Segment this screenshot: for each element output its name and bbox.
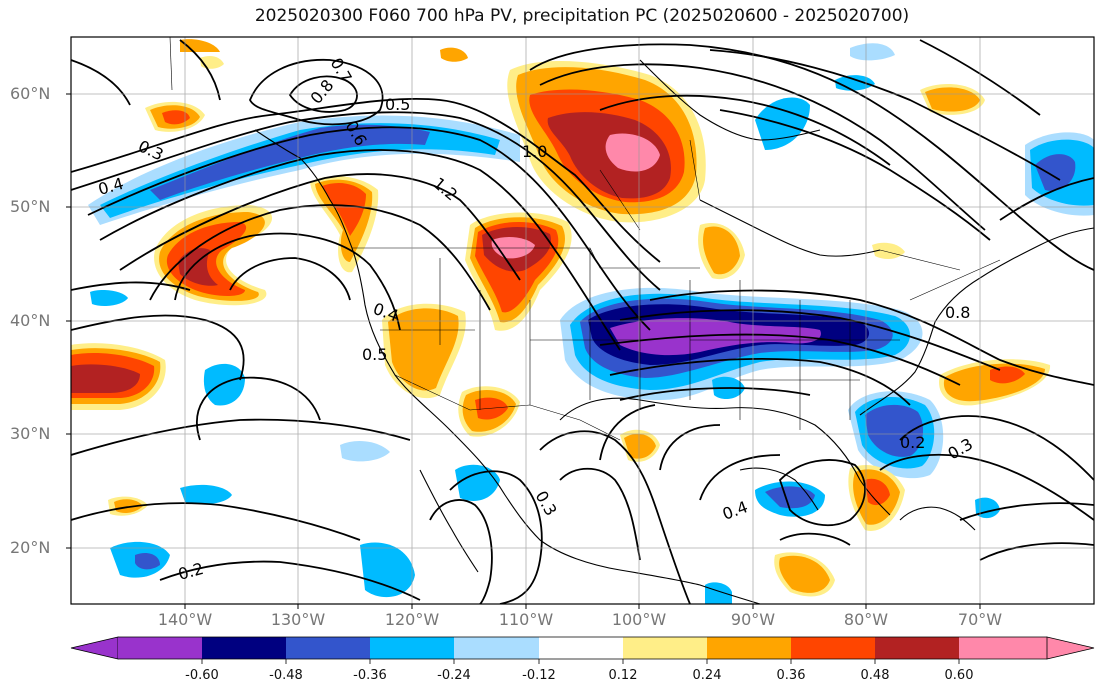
colorbar-tick-label: -0.12 [522, 668, 556, 683]
colorbar-extend-high [1046, 636, 1095, 660]
border-layer [169, 37, 1001, 441]
colorbar-tick-label: -0.48 [269, 668, 303, 683]
lon-label: 120°W [384, 610, 440, 629]
colorbar-tick-label: -0.36 [353, 668, 387, 683]
contour-label: 0.8 [945, 303, 970, 322]
colorbar-bin [118, 637, 202, 659]
contour-label: 0.2 [900, 433, 925, 452]
lon-label: 80°W [843, 610, 889, 629]
contour-label: 0.5 [385, 95, 410, 114]
colorbar-bin [454, 637, 539, 659]
axis-ticks [66, 93, 981, 609]
colorbar-tick-label: 0.48 [860, 668, 890, 683]
lat-label: 50°N [10, 197, 51, 216]
colorbar-bin [959, 637, 1047, 659]
colorbar [70, 636, 1095, 664]
lon-label: 90°W [730, 610, 776, 629]
map-title: 2025020300 F060 700 hPa PV, precipitatio… [254, 6, 910, 26]
lat-label: 20°N [10, 538, 51, 557]
lon-label: 110°W [498, 610, 554, 629]
colorbar-bin [791, 637, 875, 659]
lon-label: 70°W [957, 610, 1003, 629]
contour-label: 0.5 [362, 345, 387, 364]
lat-label: 40°N [10, 311, 51, 330]
lon-label: 130°W [270, 610, 326, 629]
lon-label: 140°W [157, 610, 213, 629]
colorbar-tick-label: -0.60 [185, 668, 219, 683]
lon-label: 100°W [611, 610, 667, 629]
colorbar-tick-label: 0.60 [944, 668, 974, 683]
colorbar-bin [286, 637, 370, 659]
colorbar-tick-label: 0.24 [692, 668, 722, 683]
colorbar-bin [623, 637, 707, 659]
colorbar-bin [875, 637, 959, 659]
contour-label: 1.0 [522, 142, 547, 161]
graticule [71, 37, 1094, 604]
neg-anomaly-pacific-inner [150, 124, 430, 200]
colorbar-bin [370, 637, 454, 659]
colorbar-tick-label: 0.12 [608, 668, 638, 683]
colorbar-extend-low [70, 636, 119, 660]
colorbar-bin [707, 637, 791, 659]
neg-anomaly-pacific-core [100, 123, 500, 218]
colorbar-bin [202, 637, 286, 659]
pv-contour-layer [71, 39, 1094, 604]
colorbar-tick-label: -0.24 [437, 668, 471, 683]
colorbar-tick-label: 0.36 [776, 668, 806, 683]
lat-label: 30°N [10, 424, 51, 443]
lat-label: 60°N [10, 84, 51, 103]
colorbar-bin [539, 637, 623, 659]
